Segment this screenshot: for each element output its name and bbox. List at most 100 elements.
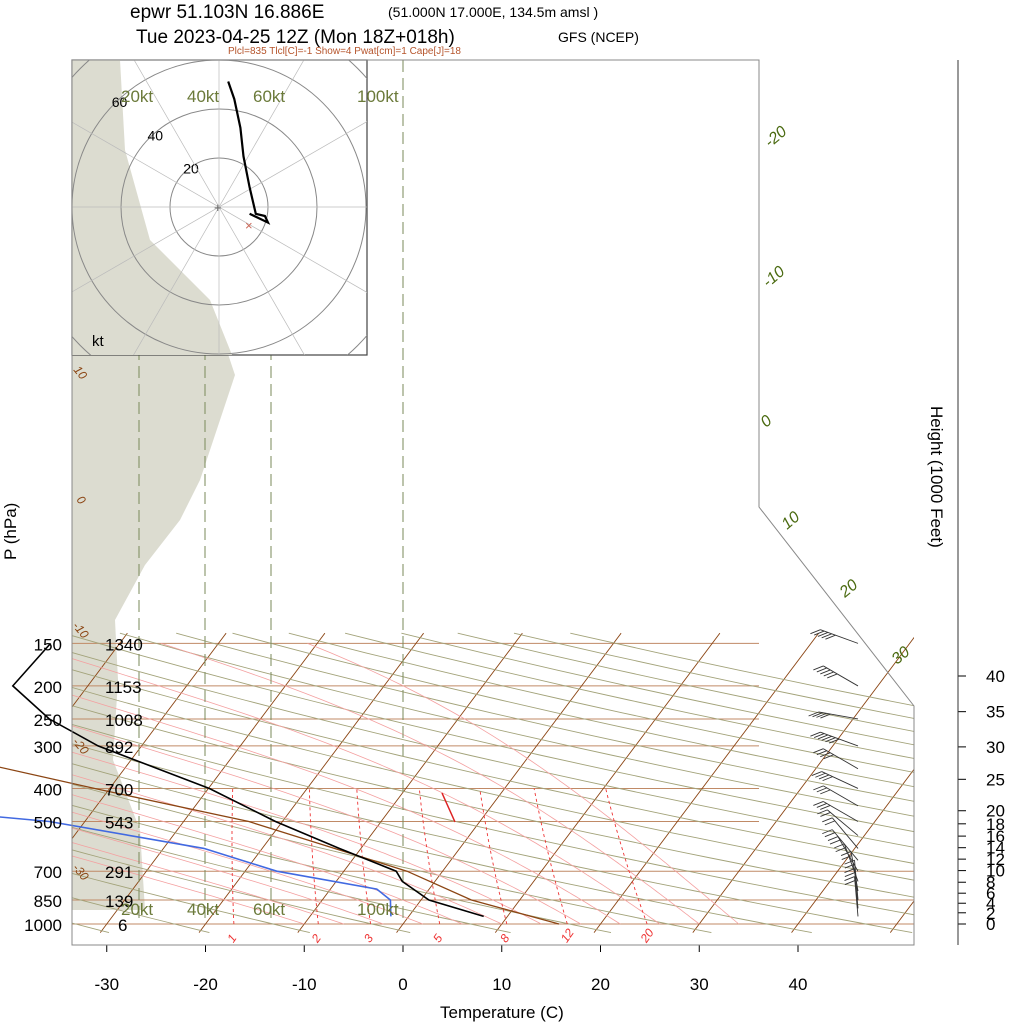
- height-tick-40: 40: [986, 667, 1005, 686]
- title-station: epwr 51.103N 16.886E: [130, 2, 324, 23]
- isotherm-label-0: -20: [762, 123, 791, 151]
- hodo-ring-label-40: 40: [147, 127, 163, 143]
- height-tick-14: 14: [986, 839, 1005, 858]
- height-tick-12: 12: [986, 850, 1005, 869]
- pressure-tick-700: 700: [34, 863, 62, 882]
- geopotential-label-850: 139: [105, 892, 133, 911]
- wind-barb-900: [844, 868, 859, 909]
- moist-adiabat-lines: [72, 643, 740, 925]
- speed-label-bottom-3: 100kt: [357, 900, 399, 919]
- wind-barb-400: [811, 771, 859, 789]
- temp-tick-0: 0: [398, 975, 407, 994]
- wind-barb-450: [813, 785, 859, 807]
- geopotential-label-200: 1153: [105, 678, 142, 697]
- pressure-tick-300: 300: [34, 738, 62, 757]
- wind-barb-850: [844, 859, 859, 900]
- geopotential-label-250: 1008: [105, 711, 143, 730]
- height-tick-8: 8: [986, 873, 995, 892]
- wind-barb-950: [844, 876, 859, 917]
- temp-tick-40: 40: [789, 975, 808, 994]
- hodo-ring-label-60: 60: [112, 94, 128, 110]
- mixing-ratio-label-8: 8: [497, 931, 512, 945]
- speed-label-bottom-1: 40kt: [187, 900, 219, 919]
- mixing-ratio-label-3: 3: [361, 931, 376, 945]
- speed-label-top-0: 20kt: [121, 87, 153, 106]
- speed-label-top-2: 60kt: [253, 87, 285, 106]
- wind-barb-150: [810, 629, 859, 644]
- pressure-tick-1000: 1000: [24, 916, 62, 935]
- temp-tick--10: -10: [292, 975, 317, 994]
- height-tick-16: 16: [986, 827, 1005, 846]
- mixing-ratio-lines: [231, 788, 648, 925]
- mixing-ratio-label-1: 1: [224, 932, 239, 946]
- geopotential-label-500: 543: [105, 813, 133, 832]
- speed-label-top-1: 40kt: [187, 87, 219, 106]
- hodograph-unit-label: kt: [92, 333, 105, 350]
- pressure-tick-500: 500: [34, 813, 62, 832]
- geopotential-label-700: 291: [105, 863, 133, 882]
- x-axis-title: Temperature (C): [440, 1003, 564, 1022]
- pressure-tick-150: 150: [34, 635, 62, 654]
- wind-barbs: [808, 629, 859, 917]
- wind-barb-550: [817, 809, 859, 836]
- wind-barb-650: [822, 829, 859, 861]
- temp-tick--30: -30: [94, 975, 119, 994]
- speed-label-bottom-2: 60kt: [253, 900, 285, 919]
- isotherm-label-2: 0: [758, 412, 776, 431]
- y-axis-title: P (hPa): [1, 503, 20, 560]
- hodograph-center-plus: +: [214, 200, 222, 215]
- wind-barb-350: [813, 748, 859, 770]
- temp-tick--20: -20: [193, 975, 218, 994]
- hodograph-trace: [227, 81, 271, 225]
- isotherm-label-1: -10: [760, 263, 789, 291]
- isotherm-label-3: 10: [779, 509, 804, 534]
- hodo-ring-label-20: 20: [183, 161, 199, 177]
- height-tick-0: 0: [986, 915, 995, 934]
- wind-barb-250: [808, 711, 859, 720]
- pressure-tick-850: 850: [34, 892, 62, 911]
- geopotential-label-400: 700: [105, 780, 133, 799]
- mixing-ratio-label-2: 2: [308, 931, 324, 946]
- speed-label-bottom-0: 20kt: [121, 900, 153, 919]
- height-tick-4: 4: [986, 894, 995, 913]
- plot-frame: [71, 59, 915, 946]
- title-station-coords: (51.000N 17.000E, 134.5m amsl ): [388, 4, 598, 20]
- wind-barb-200: [813, 665, 859, 687]
- height-tick-35: 35: [986, 703, 1005, 722]
- wind-barb-300: [810, 731, 859, 747]
- hodograph: 20 40 60 + × kt: [71, 59, 368, 356]
- temp-tick-30: 30: [690, 975, 709, 994]
- dewpoint-profile-line: [0, 816, 392, 917]
- hodograph-shading: [72, 60, 232, 355]
- hodograph-storm-motion: ×: [245, 218, 253, 233]
- pressure-tick-400: 400: [34, 780, 62, 799]
- mixing-ratio-label-20: 20: [637, 926, 657, 946]
- geopotential-label-300: 892: [105, 738, 133, 757]
- sounding-summary: Plcl=835 Tlcl[C]=-1 Show=4 Pwat[cm]=1 Ca…: [228, 46, 461, 57]
- wind-barb-500: [813, 801, 859, 822]
- geopotential-label-1000: 6: [118, 916, 127, 935]
- isotherm-lines: [72, 632, 914, 933]
- temperature-profile-line: [11, 642, 484, 918]
- geopotential-label-150: 1340: [105, 635, 143, 654]
- height-tick-2: 2: [986, 904, 995, 923]
- title-model: GFS (NCEP): [558, 29, 639, 45]
- speed-label-top-3: 100kt: [357, 87, 399, 106]
- mixing-ratio-label-5: 5: [430, 931, 445, 945]
- height-axis-title: Height (1000 Feet): [927, 406, 946, 548]
- height-tick-6: 6: [986, 884, 995, 903]
- title-time: Tue 2023-04-25 12Z (Mon 18Z+018h): [136, 27, 455, 48]
- lcl-marker: [441, 792, 456, 823]
- height-tick-20: 20: [986, 802, 1005, 821]
- height-tick-25: 25: [986, 770, 1005, 789]
- isotherm-label-5: 30: [889, 644, 914, 669]
- height-tick-18: 18: [986, 815, 1005, 834]
- parcel-profile-line: [0, 766, 560, 925]
- height-tick-10: 10: [986, 862, 1005, 881]
- mixing-ratio-label-12: 12: [558, 926, 577, 945]
- temp-tick-10: 10: [492, 975, 511, 994]
- isotherm-label-4: 20: [836, 577, 861, 602]
